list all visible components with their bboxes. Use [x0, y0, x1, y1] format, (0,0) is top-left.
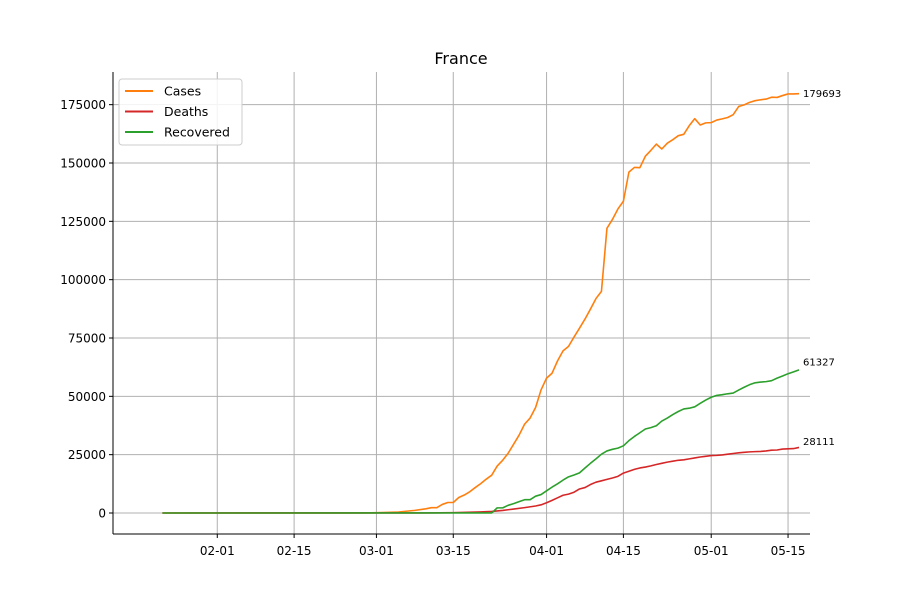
series-layer	[162, 92, 800, 514]
legend: Cases Deaths Recovered	[118, 78, 243, 146]
axes-layer	[112, 72, 810, 535]
end-label-cases: 179693	[803, 89, 841, 100]
y-tick-label: 0	[98, 507, 106, 521]
legend-label-cases: Cases	[164, 84, 201, 99]
x-tick-label: 03-01	[359, 544, 394, 558]
chart-title: France	[434, 49, 487, 68]
series-line-deaths	[162, 446, 800, 514]
tick-layer: 02-01 02-15 03-01 03-15 04-01 04-15 05-01 05-15…	[60, 98, 805, 558]
x-tick-label: 03-15	[436, 544, 471, 558]
end-label-deaths: 28111	[803, 437, 835, 448]
x-tick-label: 05-15	[771, 544, 806, 558]
y-tick-label: 50000	[68, 390, 106, 404]
legend-box	[118, 78, 243, 146]
x-tick-label: 04-01	[529, 544, 564, 558]
y-tick-label: 25000	[68, 448, 106, 462]
legend-label-deaths: Deaths	[164, 104, 208, 119]
x-tick-label: 02-15	[277, 544, 312, 558]
legend-label-recovered: Recovered	[164, 125, 230, 140]
end-label-layer: 179693 28111 61327	[803, 89, 841, 448]
x-tick-label: 05-01	[694, 544, 729, 558]
series-line-cases	[162, 92, 800, 514]
series-line-recovered	[162, 369, 800, 514]
y-tick-label: 100000	[60, 273, 106, 287]
y-tick-label: 125000	[60, 215, 106, 229]
x-tick-label: 04-15	[606, 544, 641, 558]
y-tick-label: 175000	[60, 98, 106, 112]
grid-layer	[113, 72, 810, 534]
end-label-recovered: 61327	[803, 357, 835, 368]
y-tick-label: 150000	[60, 157, 106, 171]
y-tick-label: 75000	[68, 332, 106, 346]
x-tick-label: 02-01	[200, 544, 235, 558]
